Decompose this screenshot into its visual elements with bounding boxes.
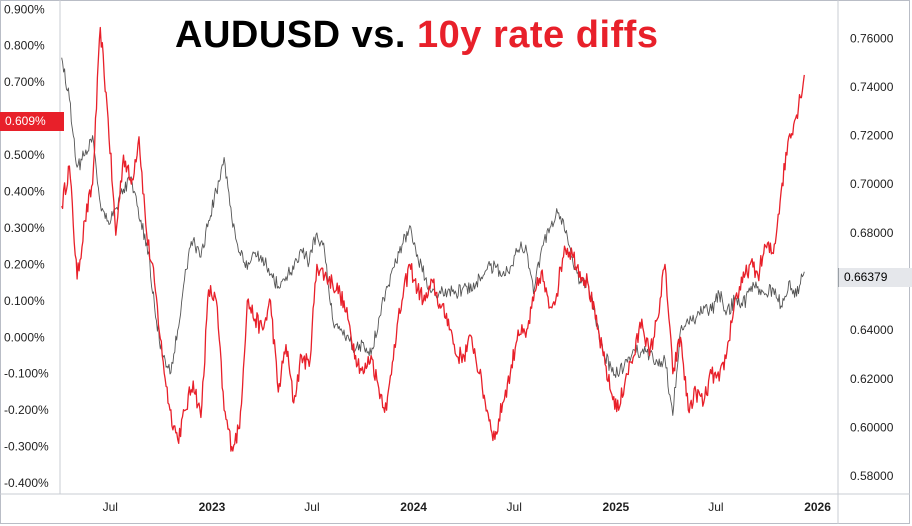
x-tick-label: Jul xyxy=(708,500,723,514)
x-tick-label: Jul xyxy=(304,500,319,514)
right-axis-last-value-badge: 0.66379 xyxy=(838,268,912,287)
left-axis-last-value-badge: 0.609% xyxy=(0,112,64,131)
left-tick-label: 0.500% xyxy=(4,148,45,162)
x-tick-label: 2025 xyxy=(603,500,630,514)
series-layer xyxy=(61,26,805,452)
right-tick-label: 0.60000 xyxy=(850,421,894,435)
left-tick-label: 0.300% xyxy=(4,221,45,235)
right-axis-ticks: 0.760000.740000.720000.700000.680000.660… xyxy=(850,31,894,483)
left-tick-label: 0.900% xyxy=(4,2,45,16)
left-tick-label: -0.300% xyxy=(4,440,49,454)
x-tick-label: 2026 xyxy=(804,500,831,514)
right-tick-label: 0.72000 xyxy=(850,129,894,143)
left-tick-label: -0.100% xyxy=(4,367,49,381)
right-tick-label: 0.68000 xyxy=(850,226,894,240)
title-part-rate-diffs: 10y rate diffs xyxy=(417,14,659,56)
right-tick-label: 0.58000 xyxy=(850,469,894,483)
x-tick-label: 2023 xyxy=(199,500,226,514)
x-tick-label: 2024 xyxy=(400,500,427,514)
left-axis-ticks: 0.900%0.800%0.700%0.600%0.500%0.400%0.30… xyxy=(4,2,49,490)
right-tick-label: 0.70000 xyxy=(850,177,894,191)
left-tick-label: 0.000% xyxy=(4,330,45,344)
left-tick-label: -0.200% xyxy=(4,403,49,417)
right-tick-label: 0.76000 xyxy=(850,31,894,45)
x-axis-ticks: Jul 2023 Jul 2024 Jul 2025 Jul 2026 xyxy=(103,500,832,514)
series-audusd-line xyxy=(61,57,805,416)
chart-title: AUDUSD vs. 10y rate diffs xyxy=(175,14,658,57)
series-rate-diffs-line xyxy=(61,26,805,452)
left-tick-label: 0.200% xyxy=(4,257,45,271)
left-tick-label: 0.700% xyxy=(4,75,45,89)
x-tick-label: Jul xyxy=(507,500,522,514)
title-part-audusd: AUDUSD vs. xyxy=(175,14,406,56)
right-tick-label: 0.64000 xyxy=(850,323,894,337)
left-tick-label: 0.400% xyxy=(4,185,45,199)
right-tick-label: 0.62000 xyxy=(850,372,894,386)
x-tick-label: Jul xyxy=(103,500,118,514)
left-tick-label: 0.800% xyxy=(4,39,45,53)
left-tick-label: -0.400% xyxy=(4,476,49,490)
right-tick-label: 0.74000 xyxy=(850,80,894,94)
left-tick-label: 0.100% xyxy=(4,294,45,308)
